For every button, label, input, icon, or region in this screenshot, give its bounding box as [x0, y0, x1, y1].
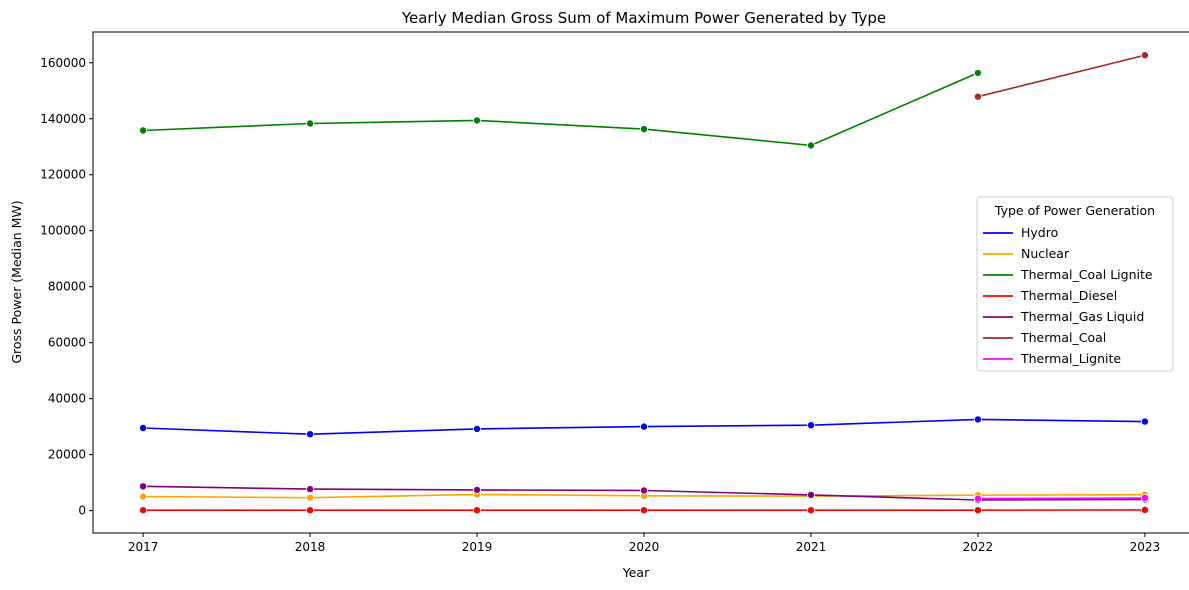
data-point-hydro-2021	[807, 421, 816, 430]
x-tick-label: 2019	[462, 540, 493, 554]
data-point-hydro-2017	[139, 423, 148, 432]
data-point-thermal-gas-liquid-2019	[472, 485, 481, 494]
data-point-thermal-diesel-2020	[640, 506, 649, 515]
series-line-thermal-coal-lignite	[143, 72, 979, 147]
legend-label-thermal-coal: Thermal_Coal	[1020, 330, 1106, 345]
x-tick-label: 2023	[1130, 540, 1161, 554]
data-point-thermal-coal-2023	[1140, 51, 1149, 60]
legend-label-thermal-gas-liquid: Thermal_Gas Liquid	[1020, 309, 1144, 324]
chart-title: Yearly Median Gross Sum of Maximum Power…	[401, 9, 886, 27]
y-tick-label: 0	[78, 504, 86, 518]
data-point-thermal-diesel-2023	[1140, 505, 1149, 514]
data-point-thermal-diesel-2018	[306, 506, 315, 515]
x-tick-label: 2018	[295, 540, 326, 554]
data-point-hydro-2020	[640, 422, 649, 431]
data-point-thermal-lignite-2022	[973, 494, 982, 503]
x-tick-label: 2017	[128, 540, 159, 554]
y-tick-label: 60000	[48, 336, 86, 350]
data-point-thermal-gas-liquid-2020	[640, 486, 649, 495]
y-tick-label: 20000	[48, 448, 86, 462]
legend-label-thermal-coal-lignite: Thermal_Coal Lignite	[1020, 267, 1153, 282]
data-point-thermal-gas-liquid-2018	[306, 485, 315, 494]
data-point-thermal-coal-lignite-2021	[807, 141, 816, 150]
data-point-thermal-coal-lignite-2019	[472, 116, 481, 125]
legend-label-thermal-diesel: Thermal_Diesel	[1020, 288, 1117, 303]
y-tick-label: 140000	[40, 112, 86, 126]
data-point-thermal-diesel-2021	[807, 506, 816, 515]
y-tick-label: 80000	[48, 280, 86, 294]
data-point-hydro-2019	[472, 424, 481, 433]
series-line-thermal-lignite	[977, 497, 1145, 500]
data-point-thermal-coal-2022	[973, 92, 982, 101]
y-axis-label: Gross Power (Median MW)	[9, 200, 24, 363]
x-axis-ticks: 2017 2018 2019 2020 2021 2022 2023	[128, 533, 1160, 554]
x-axis-label: Year	[622, 565, 650, 580]
y-tick-label: 100000	[40, 224, 86, 238]
legend-entries: Hydro Nuclear Thermal_Coal Lignite Thermal_…	[983, 225, 1153, 366]
data-point-thermal-coal-lignite-2017	[139, 126, 148, 135]
legend-label-thermal-lignite: Thermal_Lignite	[1020, 351, 1121, 366]
data-point-thermal-diesel-2017	[139, 506, 148, 515]
data-point-thermal-gas-liquid-2021	[807, 490, 816, 499]
legend-title: Type of Power Generation	[994, 203, 1155, 218]
data-point-nuclear-2018	[306, 493, 315, 502]
y-tick-label: 40000	[48, 392, 86, 406]
legend-label-hydro: Hydro	[1021, 225, 1058, 240]
x-tick-label: 2021	[796, 540, 827, 554]
data-point-nuclear-2017	[139, 492, 148, 501]
data-point-thermal-coal-lignite-2018	[306, 119, 315, 128]
data-point-thermal-diesel-2019	[472, 506, 481, 515]
series-line-thermal-coal	[977, 54, 1146, 98]
data-point-hydro-2022	[973, 415, 982, 424]
data-point-thermal-coal-lignite-2020	[640, 125, 649, 134]
y-axis-ticks: 0 20000 40000 60000 80000 100000 120000 140000 1…	[40, 56, 93, 518]
y-tick-label: 120000	[40, 168, 86, 182]
data-point-hydro-2018	[306, 430, 315, 439]
legend-label-nuclear: Nuclear	[1021, 246, 1070, 261]
x-tick-label: 2020	[629, 540, 660, 554]
legend: Type of Power Generation Hydro Nuclear The…	[976, 196, 1174, 372]
legend-frame	[976, 196, 1174, 372]
data-point-thermal-lignite-2023	[1140, 493, 1149, 502]
plot-markers	[139, 51, 1149, 515]
data-point-thermal-coal-lignite-2022	[973, 68, 982, 77]
x-tick-label: 2022	[963, 540, 994, 554]
data-point-hydro-2023	[1140, 417, 1149, 426]
y-tick-label: 160000	[40, 56, 86, 70]
data-point-thermal-gas-liquid-2017	[139, 482, 148, 491]
data-point-thermal-diesel-2022	[973, 506, 982, 515]
